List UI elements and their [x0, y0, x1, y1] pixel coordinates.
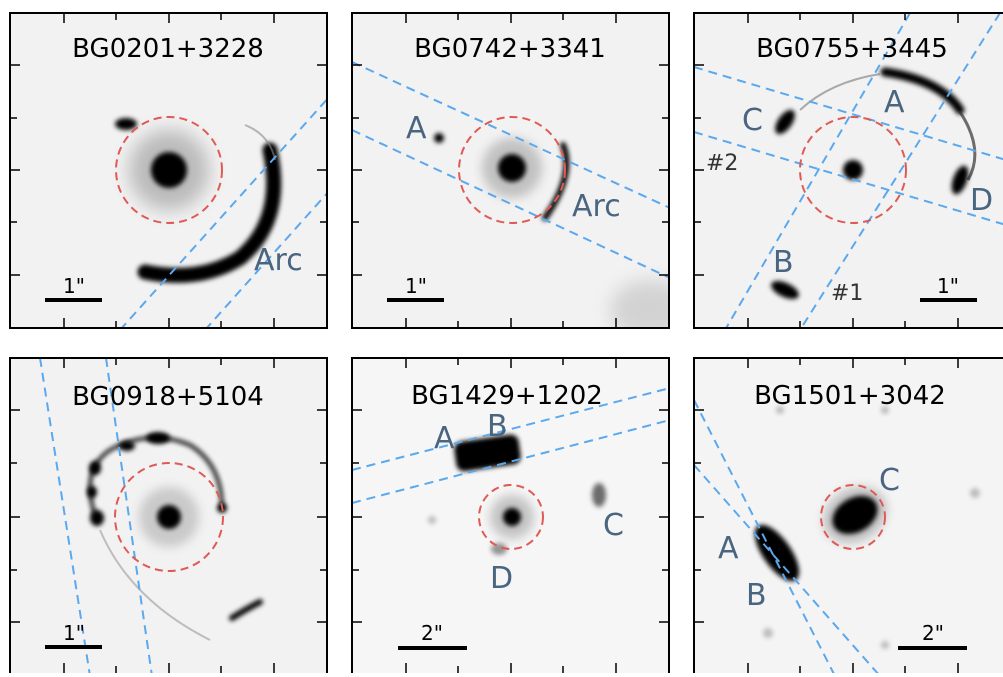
dashed-line	[352, 61, 669, 209]
panel-title: BG0918+5104	[72, 382, 264, 412]
panel-title: BG1429+1202	[411, 381, 603, 411]
line-label-1: #1	[831, 281, 863, 306]
ring-knots	[87, 432, 227, 526]
critical-circle	[478, 484, 544, 550]
faint-arc	[244, 124, 276, 161]
image-b-blob	[771, 281, 799, 299]
dashed-line	[352, 419, 669, 504]
panel-title: BG0201+3228	[72, 34, 264, 64]
scale-bar-label: 1"	[405, 274, 427, 298]
lens-galaxy-core	[151, 152, 187, 188]
lensed-arc	[137, 142, 282, 283]
arc-a	[880, 67, 965, 115]
panel-bg1429: BG1429+1202 A B C D 2"	[351, 357, 670, 677]
tick-marks	[352, 358, 669, 673]
critical-circle	[458, 116, 566, 224]
line-label-2: #2	[706, 151, 738, 176]
scale-bar-label: 1"	[63, 274, 85, 298]
lens-galaxy-core	[498, 154, 526, 182]
tick-marks	[10, 13, 327, 328]
image-c-blob	[592, 483, 606, 507]
dashed-line	[694, 131, 1003, 226]
faint-source	[428, 516, 436, 524]
label-a: A	[884, 85, 905, 120]
label-a: A	[434, 421, 455, 456]
panel-bg0201: BG0201+3228 Arc 1"	[9, 12, 328, 329]
tick-marks	[694, 13, 959, 328]
dashed-line	[725, 13, 911, 328]
panel-title: BG0742+3341	[414, 34, 606, 64]
dashed-line	[694, 399, 836, 676]
panel-title: BG1501+3042	[754, 381, 946, 411]
dashed-line	[39, 358, 91, 676]
lens-galaxy-core	[157, 505, 181, 529]
critical-circle	[115, 116, 223, 224]
tick-marks	[352, 13, 669, 328]
label-arc: Arc	[572, 189, 621, 224]
panel-bg1501: BG1501+3042 A B C 2"	[693, 357, 1003, 677]
label-c: C	[742, 103, 763, 138]
faint-sources	[763, 406, 980, 649]
dashed-line	[352, 387, 669, 471]
scale-bar-label: 2"	[421, 621, 443, 645]
panel-bg0755: BG0755+3445 A B C D #2 #1 1"	[693, 12, 1003, 329]
faint-ring	[799, 73, 881, 111]
label-a: A	[406, 111, 427, 146]
tick-marks	[694, 358, 959, 673]
label-a: A	[718, 531, 739, 566]
companion-source	[229, 599, 263, 621]
faint-ring	[99, 529, 211, 641]
label-arc: Arc	[254, 243, 303, 278]
scale-bar-label: 1"	[937, 274, 959, 298]
lens-galaxy-core	[832, 496, 878, 534]
dashed-line	[120, 97, 327, 328]
scale-bar-label: 2"	[922, 621, 944, 645]
label-c: C	[603, 508, 624, 543]
image-d-blob	[951, 165, 969, 195]
label-c: C	[879, 463, 900, 498]
image-d-blob	[491, 543, 507, 555]
critical-circle	[820, 484, 886, 550]
panel-bg0742: BG0742+3341 A Arc 1"	[351, 12, 670, 329]
arc-knot	[115, 118, 137, 130]
panel-frame	[693, 357, 1003, 677]
lens-galaxy-core	[503, 508, 521, 526]
dashed-line	[694, 66, 1003, 161]
label-d: D	[970, 183, 993, 218]
label-b: B	[746, 578, 767, 613]
critical-circle	[114, 462, 224, 572]
dashed-line	[800, 13, 1001, 328]
label-b: B	[487, 409, 508, 444]
dashed-line	[352, 129, 669, 279]
panel-bg0918: BG0918+5104 1"	[9, 357, 328, 677]
lens-galaxy-core	[843, 160, 863, 180]
scale-bar-label: 1"	[63, 621, 85, 645]
tick-marks	[10, 358, 327, 673]
panel-title: BG0755+3445	[756, 34, 948, 64]
image-a-blob	[434, 133, 444, 143]
dashed-line	[694, 464, 881, 676]
dashed-line	[205, 191, 327, 328]
background-smudge	[610, 280, 669, 328]
faint-ring	[958, 111, 977, 181]
label-d: D	[490, 561, 513, 596]
dashed-line	[105, 358, 153, 676]
blended-source-ab	[454, 434, 521, 472]
critical-circle	[799, 116, 907, 224]
lensed-arc	[542, 142, 570, 221]
image-c-blob	[775, 109, 795, 135]
label-b: B	[773, 245, 794, 280]
